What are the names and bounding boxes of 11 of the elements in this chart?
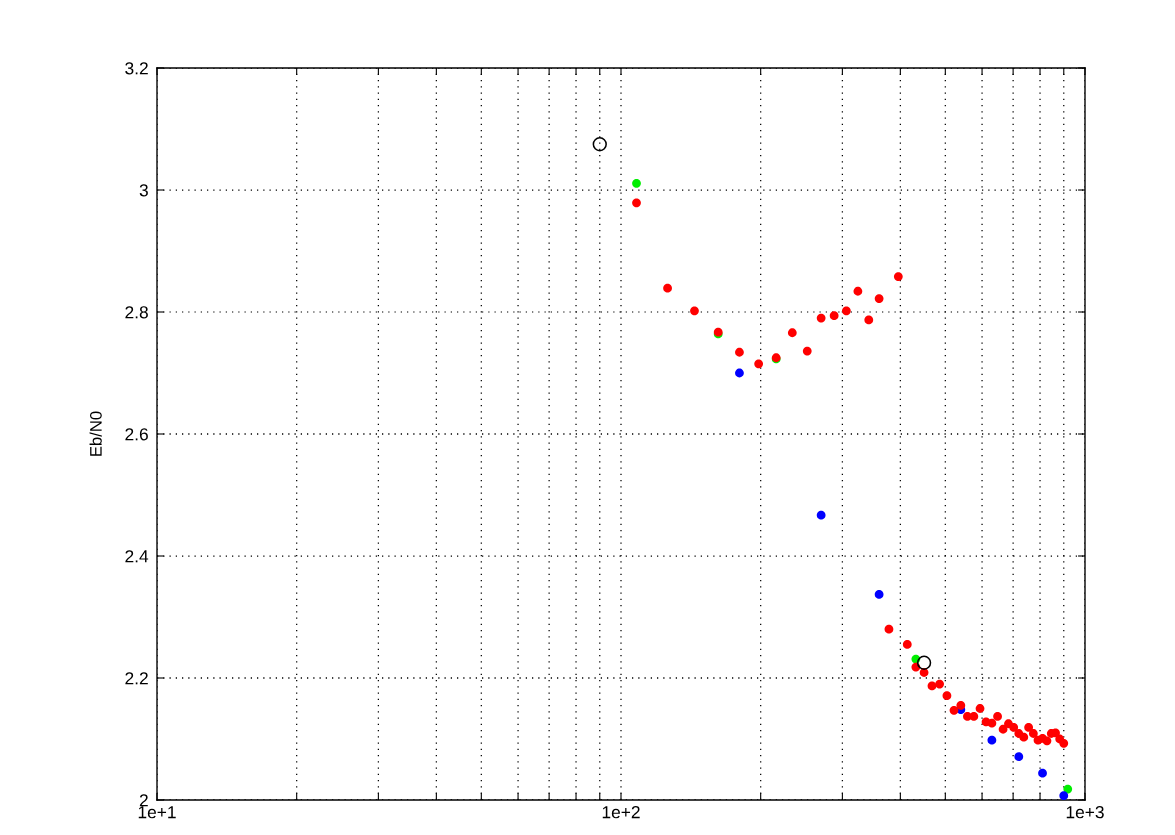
y-tick-label: 3.2: [125, 62, 148, 75]
y-tick-label: 2.2: [125, 672, 148, 685]
x-tick-label: 1e+2: [602, 806, 640, 819]
y-tick-label: 2.4: [125, 550, 149, 563]
y-axis-title: Eb/N0: [89, 411, 102, 456]
y-tick-label: 2.6: [125, 428, 148, 441]
x-tick-label: 1e+1: [138, 806, 176, 819]
y-tick-label: 2: [139, 794, 148, 807]
x-tick-label: 1e+3: [1066, 806, 1104, 819]
y-tick-label: 2.8: [125, 306, 148, 319]
y-tick-label: 3: [139, 184, 148, 197]
